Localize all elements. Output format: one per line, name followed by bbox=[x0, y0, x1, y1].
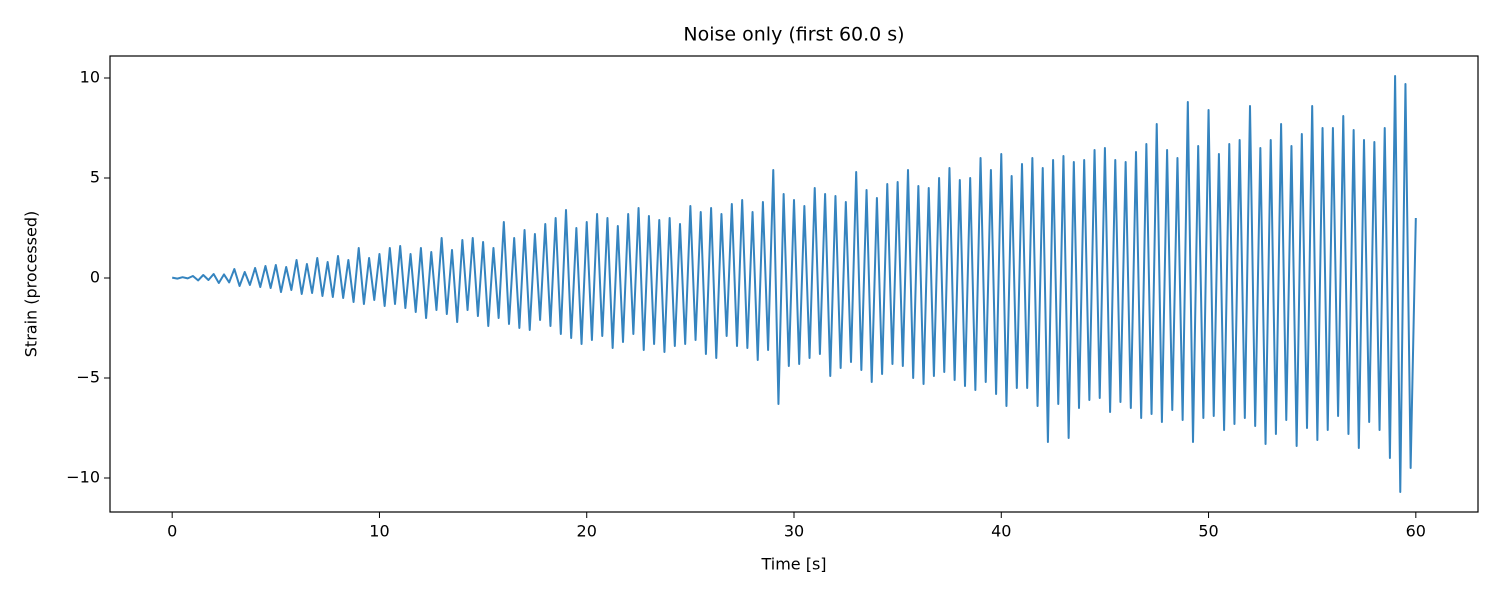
plot-area bbox=[171, 75, 1417, 493]
y-tick-label: 0 bbox=[90, 268, 100, 287]
x-axis-label: Time [s] bbox=[760, 555, 826, 574]
x-tick-label: 0 bbox=[167, 522, 177, 541]
x-tick-label: 20 bbox=[577, 522, 597, 541]
x-tick-label: 40 bbox=[991, 522, 1011, 541]
x-tick-label: 10 bbox=[369, 522, 389, 541]
y-axis-label: Strain (processed) bbox=[22, 211, 41, 357]
x-tick-label: 60 bbox=[1406, 522, 1426, 541]
y-tick-label: −10 bbox=[66, 468, 100, 487]
data-line bbox=[171, 75, 1417, 493]
y-tick-label: 10 bbox=[80, 68, 100, 87]
x-tick-label: 50 bbox=[1198, 522, 1218, 541]
chart-title: Noise only (first 60.0 s) bbox=[683, 24, 904, 46]
y-tick-label: −5 bbox=[76, 368, 100, 387]
y-tick-label: 5 bbox=[90, 168, 100, 187]
x-tick-label: 30 bbox=[784, 522, 804, 541]
